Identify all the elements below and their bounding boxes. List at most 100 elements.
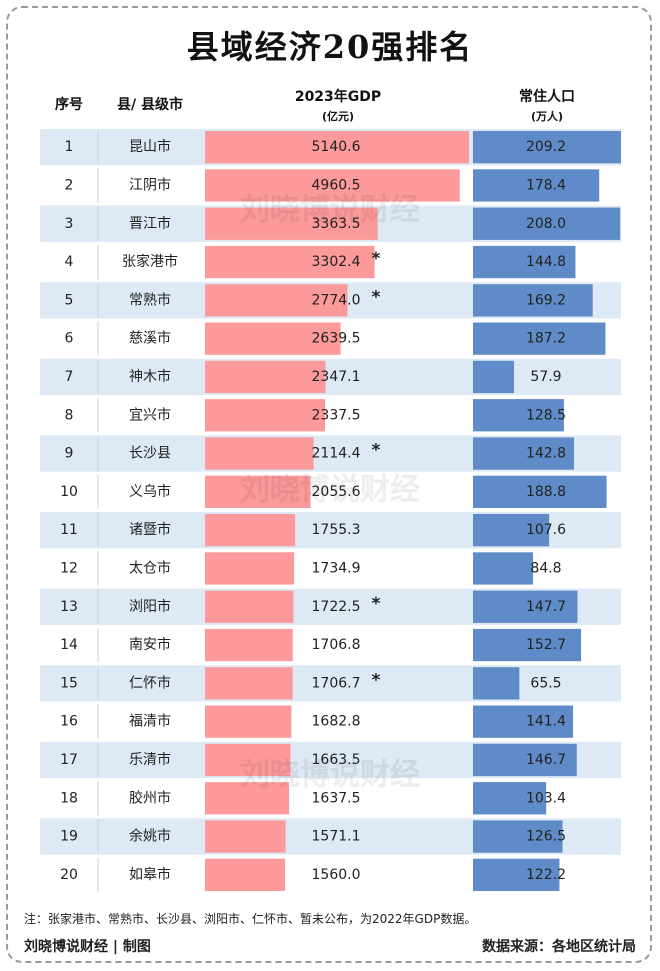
footer-author: 刘晓博说财经 | 制图	[24, 939, 151, 955]
county-name-label: 余姚市	[129, 828, 171, 845]
pop-value-label: 128.5	[526, 407, 566, 423]
county-name-label: 长沙县	[129, 446, 171, 462]
gdp-value-label: 1706.7	[312, 675, 361, 691]
pop-value-label: 187.2	[526, 331, 566, 347]
gdp-value-label: 1734.9	[312, 560, 361, 576]
gdp-value-label: 3363.5	[312, 216, 361, 232]
rank-label: 18	[60, 790, 78, 806]
rank-label: 2	[65, 177, 74, 193]
rank-label: 12	[60, 560, 78, 576]
pop-bar	[473, 628, 582, 662]
rank-label: 20	[60, 867, 78, 883]
rank-label: 5	[65, 292, 74, 308]
pop-bar	[473, 667, 520, 700]
county-name-label: 宜兴市	[129, 406, 171, 423]
gdp-bar	[205, 552, 295, 585]
rank-label: 4	[65, 254, 74, 270]
county-name-label: 昆山市	[129, 138, 171, 155]
pop-value-label: 144.8	[526, 254, 566, 270]
county-name-label: 浏阳市	[129, 598, 171, 615]
county-name-label: 义乌市	[129, 483, 171, 500]
header-pop-unit: (万人)	[530, 110, 564, 123]
gdp-value-label: 2347.1	[312, 369, 361, 385]
pop-bar	[473, 743, 577, 777]
gdp-value-label: 2114.4	[312, 446, 361, 462]
gdp-bar	[205, 475, 311, 508]
gdp-value-label: 1706.8	[312, 637, 361, 653]
pop-value-label: 178.4	[526, 177, 566, 193]
rank-label: 16	[60, 714, 78, 730]
pop-value-label: 146.7	[526, 752, 566, 768]
pop-bar	[473, 169, 600, 202]
gdp-bar	[205, 667, 293, 700]
footer-source: 数据来源：各地区统计局	[482, 939, 636, 955]
rank-label: 7	[65, 369, 74, 385]
rank-label: 9	[65, 446, 74, 462]
rank-label: 13	[60, 599, 78, 615]
pop-value-label: 142.8	[526, 446, 566, 462]
rank-label: 11	[60, 522, 78, 538]
pop-bar	[473, 782, 547, 815]
pop-value-label: 152.7	[526, 637, 566, 653]
pop-bar	[473, 207, 621, 240]
gdp-value-label: 1755.3	[312, 522, 361, 538]
gdp-bar	[205, 820, 286, 853]
pop-bar	[473, 475, 607, 508]
pop-bar	[473, 820, 563, 853]
county-name-label: 如皋市	[129, 866, 171, 883]
gdp-value-label: 5140.6	[312, 139, 361, 155]
pop-bar	[473, 284, 593, 317]
header-gdp-unit: (亿元)	[321, 110, 355, 123]
gdp-value-label: 4960.5	[312, 177, 361, 193]
provisional-mark: *	[372, 249, 381, 269]
gdp-bar	[205, 169, 460, 202]
pop-value-label: 208.0	[526, 216, 566, 232]
gdp-value-label: 1722.5	[312, 599, 361, 615]
pop-bar	[473, 514, 550, 547]
gdp-bar	[205, 590, 294, 623]
gdp-value-label: 2774.0	[312, 292, 361, 308]
header-gdp: 2023年GDP (亿元)	[205, 86, 471, 124]
gdp-bar	[205, 514, 296, 547]
county-name-label: 南安市	[129, 636, 171, 653]
pop-value-label: 169.2	[526, 292, 566, 308]
gdp-bar	[205, 705, 292, 738]
gdp-value-label: 1637.5	[312, 790, 361, 806]
gdp-bar	[205, 322, 341, 355]
pop-value-label: 107.6	[526, 522, 566, 538]
gdp-bar	[205, 399, 326, 432]
gdp-bar	[205, 437, 314, 470]
county-name-label: 仁怀市	[129, 674, 171, 691]
provisional-mark: *	[372, 594, 381, 614]
pop-bar	[473, 858, 560, 891]
gdp-bar	[205, 782, 290, 815]
gdp-value-label: 1571.1	[312, 829, 361, 845]
header-pop-label: 常住人口	[519, 89, 575, 105]
pop-value-label: 188.8	[526, 484, 566, 500]
provisional-mark: *	[372, 670, 381, 690]
pop-bar	[473, 399, 564, 432]
header-county: 县/ 县级市	[117, 97, 183, 113]
footnote: 注：张家港市、常熟市、长沙县、浏阳市、仁怀市、暂未公布，为2022年GDP数据。	[24, 912, 477, 926]
pop-value-label: 147.7	[526, 599, 566, 615]
county-name-label: 慈溪市	[129, 330, 171, 347]
county-name-label: 江阴市	[129, 176, 171, 193]
pop-value-label: 65.5	[530, 675, 561, 691]
gdp-bar	[205, 628, 293, 662]
pop-bar	[473, 590, 578, 623]
gdp-value-label: 2639.5	[312, 331, 361, 347]
rank-label: 17	[60, 752, 78, 768]
pop-bar	[473, 131, 621, 164]
pop-bar	[473, 705, 574, 738]
gdp-value-label: 2337.5	[312, 407, 361, 423]
gdp-bar	[205, 131, 469, 164]
gdp-bar	[205, 284, 348, 317]
gdp-value-label: 1682.8	[312, 714, 361, 730]
pop-value-label: 126.5	[526, 829, 566, 845]
pop-value-label: 141.4	[526, 714, 566, 730]
gdp-value-label: 3302.4	[312, 254, 361, 270]
pop-value-label: 122.2	[526, 867, 566, 883]
chart-title: 县域经济20强排名	[186, 28, 474, 66]
county-name-label: 太仓市	[129, 559, 171, 576]
